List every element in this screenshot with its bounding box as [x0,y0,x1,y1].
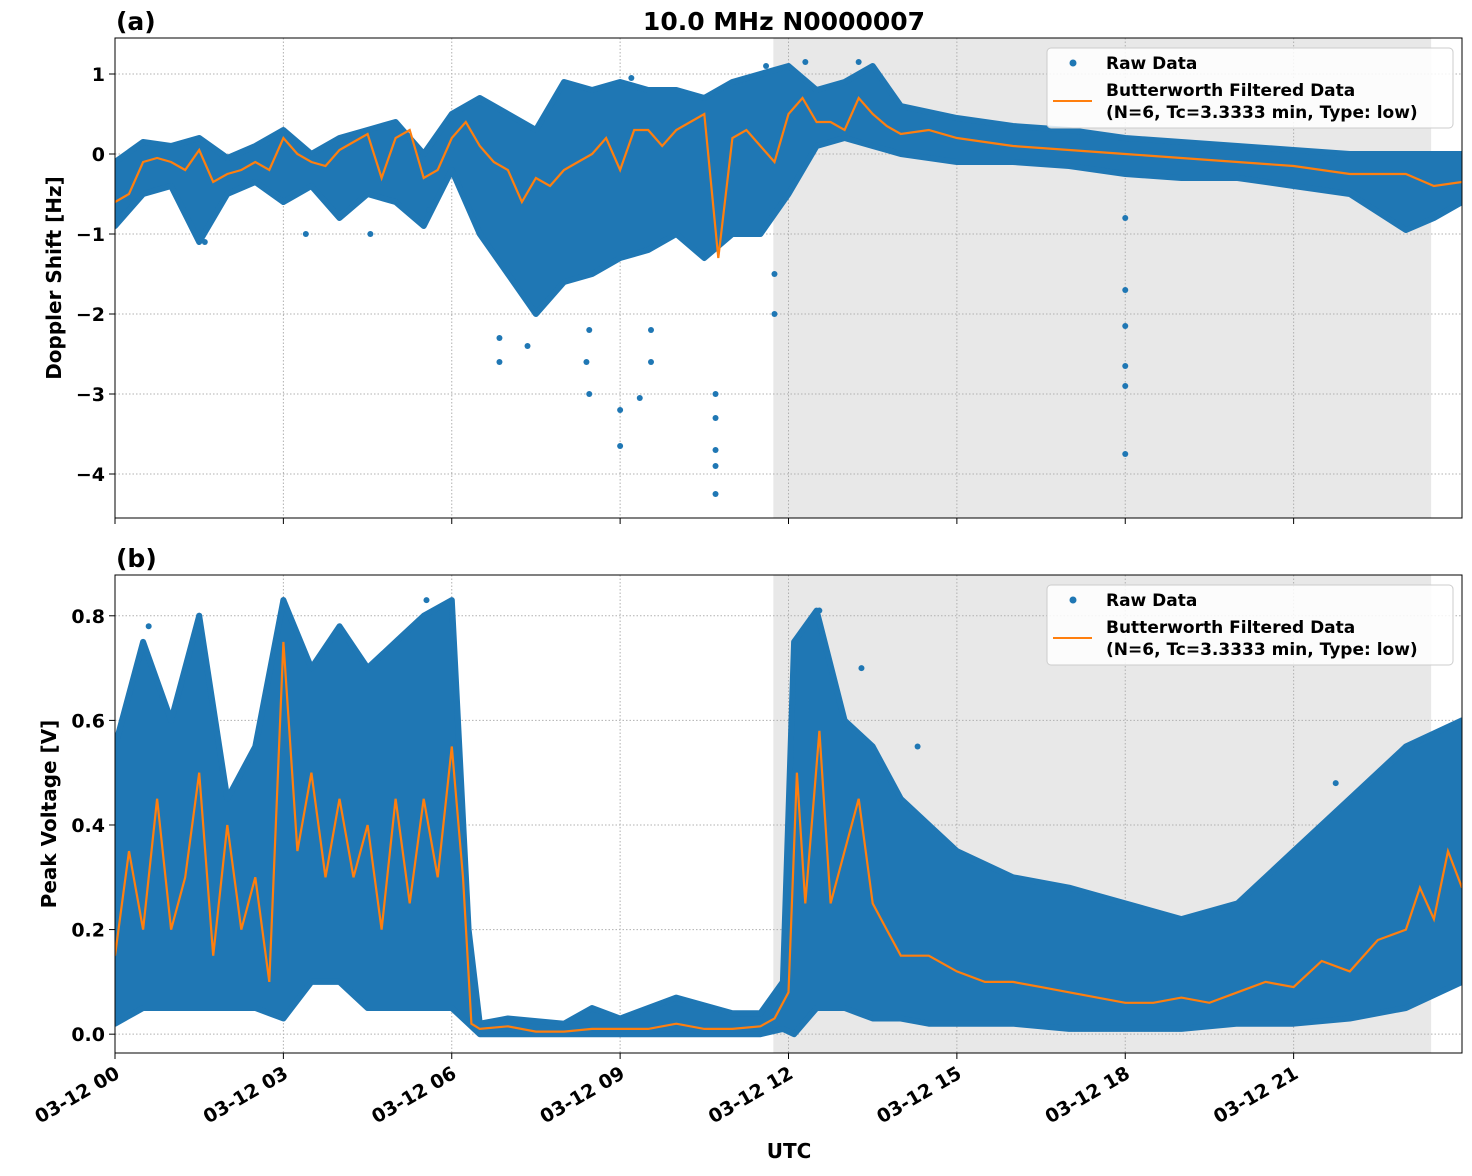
filtered-data-line [115,641,1462,1033]
y-tick-label: 0.0 [71,1024,105,1046]
raw-data-point [426,207,433,213]
panel-a-label: (a) [116,7,156,36]
raw-data-point [858,665,865,672]
y-tick-label: −3 [76,384,105,406]
raw-data-point [1122,451,1129,457]
x-tick-label: 03-12 09 [536,1062,628,1128]
raw-data-point [280,597,287,604]
raw-data-point [583,359,590,365]
legend-raw-marker [1069,59,1077,67]
raw-data-point [1122,363,1129,369]
y-axis-label-a: Doppler Shift [Hz] [42,176,66,380]
filtered-data-line [115,95,1462,259]
legend-raw-label: Raw Data [1106,54,1197,74]
legend: Raw Data Butterworth Filtered Data(N=6, T… [1046,584,1454,666]
y-tick-label: 0.4 [71,815,105,837]
x-axis-label: UTC [767,1139,812,1163]
plot-area [115,597,1462,1038]
chart-title: 10.0 MHz N0000007 [643,7,925,36]
y-tick-label: 1 [92,64,105,86]
y-tick-label: 0.2 [71,920,105,942]
plot-area [115,59,1462,497]
raw-data-point [524,343,531,349]
x-tick-label: 03-12 21 [1210,1062,1302,1128]
legend-box [1046,47,1454,129]
y-tick-label: −4 [76,464,105,486]
raw-data-point [1122,287,1129,293]
raw-data-point [496,335,503,341]
y-tick-label: 0.6 [71,710,105,732]
raw-data-band [115,597,1462,1038]
raw-data-point [712,491,719,497]
raw-data-point [712,415,719,421]
raw-data-point [196,612,203,619]
raw-data-point [647,327,654,333]
legend: Raw Data Butterworth Filtered Data(N=6, T… [1046,47,1454,129]
raw-data-point [1122,215,1129,221]
raw-data-point [367,231,374,237]
legend-filtered-label: Butterworth Filtered Data [1106,81,1355,101]
raw-data-band [115,63,1462,317]
y-axis-label-b: Peak Voltage [V] [37,720,61,909]
legend-filtered-params: (N=6, Tc=3.3333 min, Type: low) [1106,103,1418,123]
raw-data-point [617,443,624,449]
legend-raw-marker [1069,596,1077,604]
legend-filtered-label: Butterworth Filtered Data [1106,618,1355,638]
raw-data-point [201,239,208,245]
y-tick-label: −2 [76,304,105,326]
raw-data-point [647,359,654,365]
raw-data-point [771,311,778,317]
raw-data-point [712,447,719,453]
raw-data-point [802,59,809,65]
raw-data-point [712,391,719,397]
legend-raw-label: Raw Data [1106,591,1197,611]
raw-data-point [1332,780,1339,787]
y-tick-label: −1 [76,224,105,246]
x-tick-label: 03-12 03 [200,1062,292,1128]
panel-a: 1 0 −1 −2 −3 −4 Raw Data Butterworth Filtered D… [76,37,1463,524]
raw-data-point [1122,323,1129,329]
y-tick-label: 0.8 [71,606,105,628]
raw-data-point [496,359,503,365]
y-tick-label: 0 [92,144,105,166]
raw-data-point [586,391,593,397]
panel-b-label: (b) [116,544,157,573]
raw-data-point [628,75,635,81]
raw-data-point [1122,383,1129,389]
raw-data-point [816,607,823,614]
raw-data-point [855,59,862,65]
raw-data-point [712,463,719,469]
x-tick-label: 03-12 15 [873,1062,965,1128]
raw-data-point [586,327,593,333]
raw-data-point [771,271,778,277]
raw-data-point [636,395,643,401]
raw-data-point [617,407,624,413]
legend-filtered-params: (N=6, Tc=3.3333 min, Type: low) [1106,640,1418,660]
x-tick-label: 03-12 12 [705,1062,797,1128]
raw-data-point [423,597,430,604]
panel-b: 0.8 0.6 0.4 0.2 0.0 03-12 00 03-12 03 03-12 06 0… [31,574,1463,1128]
raw-data-point [763,63,770,69]
raw-data-point [145,623,152,630]
x-tick-label: 03-12 18 [1041,1062,1133,1128]
raw-data-point [302,231,309,237]
legend-box [1046,584,1454,666]
raw-data-point [914,743,921,750]
x-tick-label: 03-12 00 [31,1062,123,1128]
raw-data-point [1408,743,1415,750]
x-tick-label: 03-12 06 [368,1062,460,1128]
